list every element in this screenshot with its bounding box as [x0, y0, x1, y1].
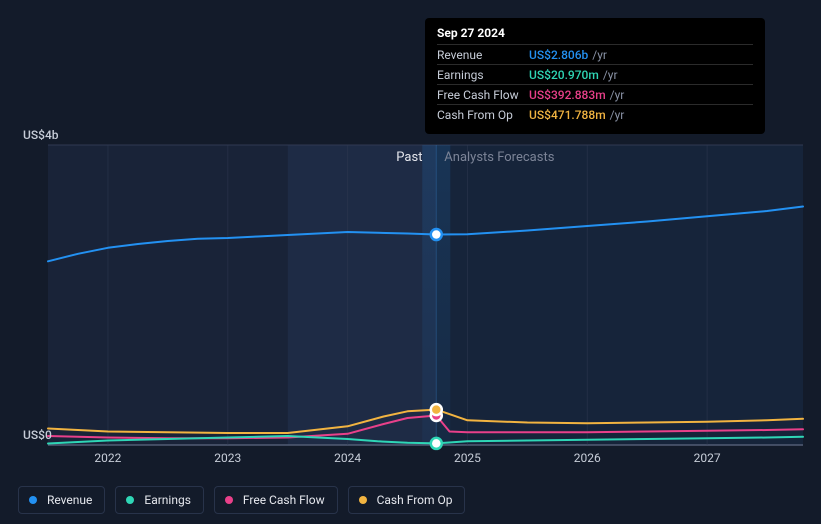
x-axis-tick: 2027 [694, 451, 721, 465]
tooltip-metric-label: Cash From Op [437, 108, 529, 122]
legend-dot-icon [225, 496, 233, 504]
legend-dot-icon [359, 496, 367, 504]
legend-dot-icon [126, 496, 134, 504]
x-axis-tick: 2024 [334, 451, 361, 465]
tooltip-unit: /yr [592, 48, 607, 62]
legend-dot-icon [29, 496, 37, 504]
tooltip-metric-label: Free Cash Flow [437, 88, 529, 102]
y-axis-label: US$0 [23, 428, 52, 442]
x-axis-tick: 2025 [454, 451, 481, 465]
legend-item-earnings[interactable]: Earnings [115, 486, 204, 514]
tooltip-date: Sep 27 2024 [437, 26, 753, 44]
legend-label: Cash From Op [377, 493, 453, 507]
legend-item-cash-from-op[interactable]: Cash From Op [348, 486, 466, 514]
tooltip-unit: /yr [610, 108, 625, 122]
tooltip-row: EarningsUS$20.970m/yr [437, 64, 753, 84]
tooltip-unit: /yr [603, 68, 618, 82]
legend-item-free-cash-flow[interactable]: Free Cash Flow [214, 486, 338, 514]
x-axis-tick: 2026 [574, 451, 601, 465]
tooltip-row: RevenueUS$2.806b/yr [437, 44, 753, 64]
legend-label: Earnings [144, 493, 191, 507]
tooltip-metric-value: US$471.788m [529, 108, 606, 122]
tooltip-metric-value: US$2.806b [529, 48, 588, 62]
y-axis-label: US$4b [23, 128, 59, 142]
chart-tooltip: Sep 27 2024 RevenueUS$2.806b/yrEarningsU… [425, 18, 765, 134]
tooltip-metric-value: US$392.883m [529, 88, 606, 102]
tooltip-row: Cash From OpUS$471.788m/yr [437, 104, 753, 124]
x-axis-tick: 2022 [94, 451, 121, 465]
x-axis-tick: 2023 [214, 451, 241, 465]
tooltip-metric-label: Earnings [437, 68, 529, 82]
tooltip-metric-value: US$20.970m [529, 68, 599, 82]
tooltip-metric-label: Revenue [437, 48, 529, 62]
tooltip-row: Free Cash FlowUS$392.883m/yr [437, 84, 753, 104]
forecast-label: Analysts Forecasts [444, 150, 554, 165]
legend-label: Free Cash Flow [243, 493, 325, 507]
chart-legend: Revenue Earnings Free Cash Flow Cash From O… [18, 486, 465, 514]
legend-item-revenue[interactable]: Revenue [18, 486, 105, 514]
legend-label: Revenue [47, 493, 92, 507]
tooltip-unit: /yr [610, 88, 625, 102]
past-label: Past [396, 150, 422, 165]
